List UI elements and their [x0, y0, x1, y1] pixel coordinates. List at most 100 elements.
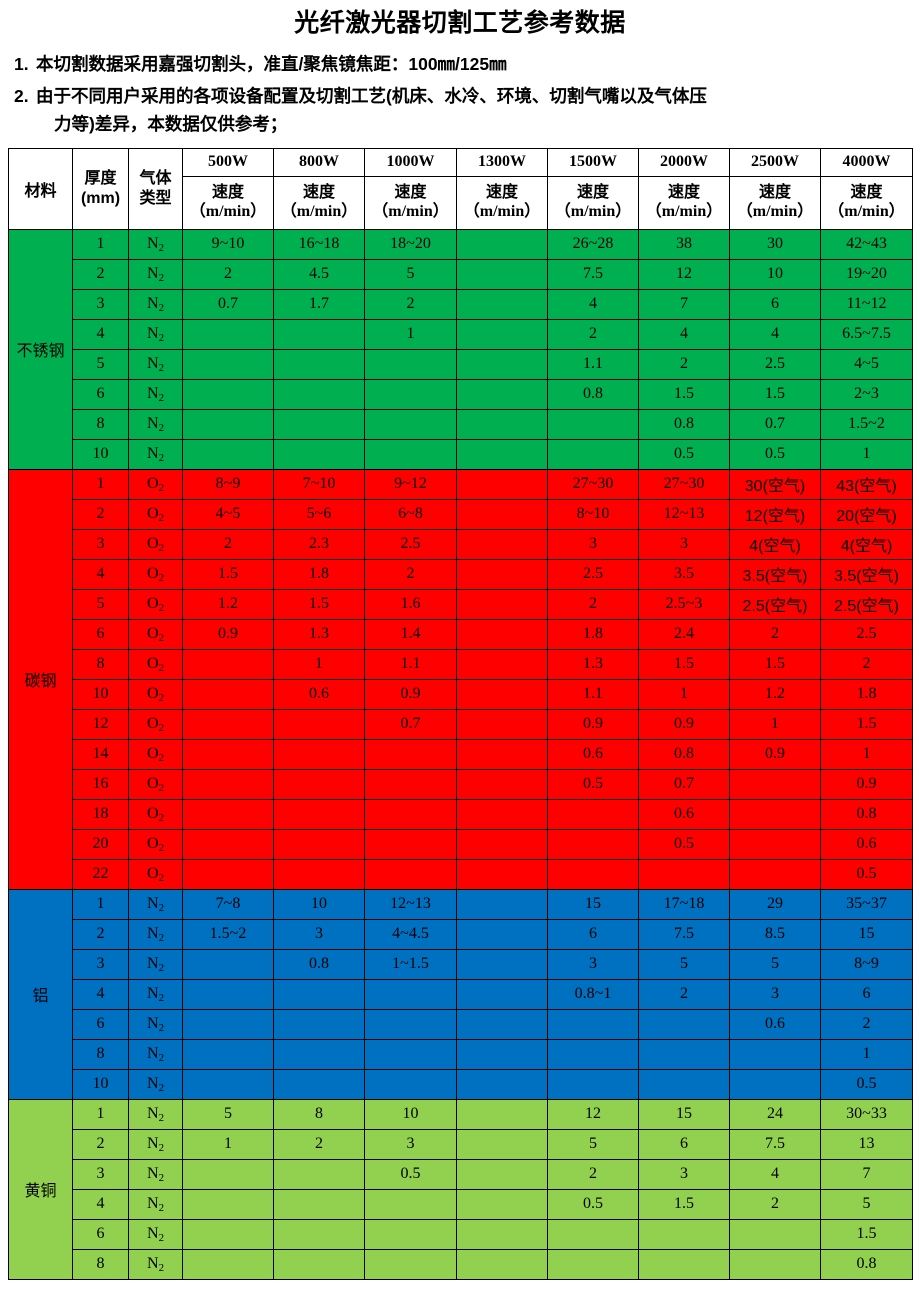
speed-cell-2000w: 27~30: [638, 468, 730, 500]
gas-type-cell: N2: [128, 1128, 183, 1160]
speed-cell-4000w: 2~3: [820, 378, 913, 410]
speed-label: 速度: [850, 183, 883, 201]
speed-cell-1500w: 0.5: [547, 768, 639, 800]
gas-type-cell: O2: [128, 798, 183, 830]
gas-type-cell: N2: [128, 888, 183, 920]
header-speed-500w: 速度 （m/min）: [182, 175, 274, 230]
table-row: 黄铜 1 N2 5 8 10 12 15 24 30~33: [8, 1098, 913, 1280]
header-gas-line1: 气体: [139, 170, 172, 188]
speed-cell-2500w: 6: [729, 288, 821, 320]
speed-cell-4000w: 13: [820, 1128, 913, 1160]
speed-cell-800w: [273, 978, 365, 1010]
speed-cell-1000w: [364, 858, 457, 890]
speed-cell-1300w: [456, 558, 548, 590]
speed-cell-1000w: [364, 1038, 457, 1070]
page-title: 光纤激光器切割工艺参考数据: [294, 9, 626, 37]
speed-cell-1300w: [456, 1188, 548, 1220]
speed-cell-1300w: [456, 618, 548, 650]
gas-type-cell: N2: [128, 228, 183, 260]
speed-cell-800w: [273, 1008, 365, 1040]
thickness-cell: 8: [72, 1248, 129, 1280]
speed-cell-1300w: [456, 738, 548, 770]
speed-cell-2000w: 1.5: [638, 378, 730, 410]
speed-cell-1000w: [364, 978, 457, 1010]
speed-cell-4000w: 0.6: [820, 828, 913, 860]
speed-cell-1000w: 5: [364, 258, 457, 290]
speed-cell-1300w: [456, 648, 548, 680]
speed-cell-4000w: 19~20: [820, 258, 913, 290]
speed-cell-4000w: 1.8: [820, 678, 913, 710]
thickness-cell: 10: [72, 438, 129, 470]
speed-cell-4000w: 6: [820, 978, 913, 1010]
header-speed-800w: 速度 （m/min）: [273, 175, 365, 230]
gas-type-cell: N2: [128, 1038, 183, 1070]
table-row: 14 O2 0.6 0.8 0.9 1: [9, 738, 913, 770]
speed-cell-4000w: 7: [820, 1158, 913, 1190]
speed-cell-1500w: [547, 408, 639, 440]
thickness-cell: 8: [72, 408, 129, 440]
speed-cell-1300w: [456, 678, 548, 710]
table-header-row-speed: 速度 （m/min） 速度 （m/min） 速度 （m/min） 速度 （m/m…: [9, 175, 913, 230]
thickness-cell: 5: [72, 588, 129, 620]
thickness-cell: 2: [72, 918, 129, 950]
speed-unit: （m/min）: [554, 202, 632, 220]
speed-cell-2000w: 0.9: [638, 708, 730, 740]
speed-cell-2500w: 30: [729, 228, 821, 260]
speed-cell-2500w: [729, 1068, 821, 1100]
speed-unit: （m/min）: [645, 202, 723, 220]
speed-cell-1500w: 2: [547, 318, 639, 350]
table-row: 6 O2 0.9 1.3 1.4 1.8 2.4 2 2.5: [9, 618, 913, 650]
speed-cell-1500w: 3: [547, 948, 639, 980]
header-thickness-line1: 厚度: [84, 170, 117, 188]
speed-cell-1000w: 2: [364, 558, 457, 590]
thickness-cell: 2: [72, 1128, 129, 1160]
speed-cell-2000w: 12~13: [638, 498, 730, 530]
table-row: 4 N2 0.5 1.5 2 5: [9, 1188, 913, 1220]
thickness-cell: 10: [72, 678, 129, 710]
gas-type-cell: N2: [128, 408, 183, 440]
speed-cell-1500w: 1.8: [547, 618, 639, 650]
thickness-cell: 3: [72, 528, 129, 560]
speed-cell-1000w: 9~12: [364, 468, 457, 500]
speed-cell-2000w: 0.7: [638, 768, 730, 800]
header-speed-2500w: 速度 （m/min）: [729, 175, 821, 230]
speed-cell-800w: 0.6: [273, 678, 365, 710]
speed-cell-800w: [273, 828, 365, 860]
speed-cell-800w: 1: [273, 648, 365, 680]
speed-cell-1500w: [547, 858, 639, 890]
speed-cell-800w: 10: [273, 888, 365, 920]
speed-cell-800w: 5~6: [273, 498, 365, 530]
speed-cell-1000w: 10: [364, 1098, 457, 1130]
speed-cell-1000w: 1~1.5: [364, 948, 457, 980]
speed-cell-1500w: 0.8~1: [547, 978, 639, 1010]
speed-label: 速度: [576, 183, 609, 201]
speed-cell-1000w: 6~8: [364, 498, 457, 530]
header-power-1300w: 1300W: [456, 147, 548, 177]
header-power-4000w: 4000W: [820, 147, 913, 177]
speed-cell-4000w: 0.8: [820, 1248, 913, 1280]
speed-cell-2000w: 1.5: [638, 1188, 730, 1220]
gas-type-cell: O2: [128, 858, 183, 890]
table-row: 10 O2 0.6 0.9 1.1 1 1.2 1.8: [9, 678, 913, 710]
speed-cell-2500w: 30(空气): [729, 468, 821, 500]
table-row: 4 N2 0.8~1 2 3 6: [9, 978, 913, 1010]
speed-cell-2000w: 0.5: [638, 828, 730, 860]
table-body: 不锈钢 1 N2 9~10 16~18 18~20 26~28 38 30 42~43 2 N2 2 4.…: [8, 228, 913, 1280]
speed-cell-500w: 1.2: [182, 588, 274, 620]
speed-cell-800w: 1.8: [273, 558, 365, 590]
gas-type-cell: N2: [128, 288, 183, 320]
speed-cell-800w: [273, 1038, 365, 1070]
speed-cell-1300w: [456, 918, 548, 950]
speed-unit: （m/min）: [828, 202, 905, 220]
speed-cell-1000w: [364, 378, 457, 410]
speed-cell-500w: [182, 408, 274, 440]
speed-cell-2500w: 4(空气): [729, 528, 821, 560]
table-header-row-power: 材料 厚度 (mm) 气体 类型 500W 800W 1000W 1300W 1…: [8, 147, 913, 230]
speed-cell-500w: [182, 1008, 274, 1040]
speed-cell-1500w: 4: [547, 288, 639, 320]
table-row: 10 N2 0.5: [9, 1068, 913, 1100]
speed-cell-1300w: [456, 708, 548, 740]
speed-cell-1500w: 6: [547, 918, 639, 950]
speed-cell-2000w: [638, 1068, 730, 1100]
speed-label: 速度: [758, 183, 791, 201]
